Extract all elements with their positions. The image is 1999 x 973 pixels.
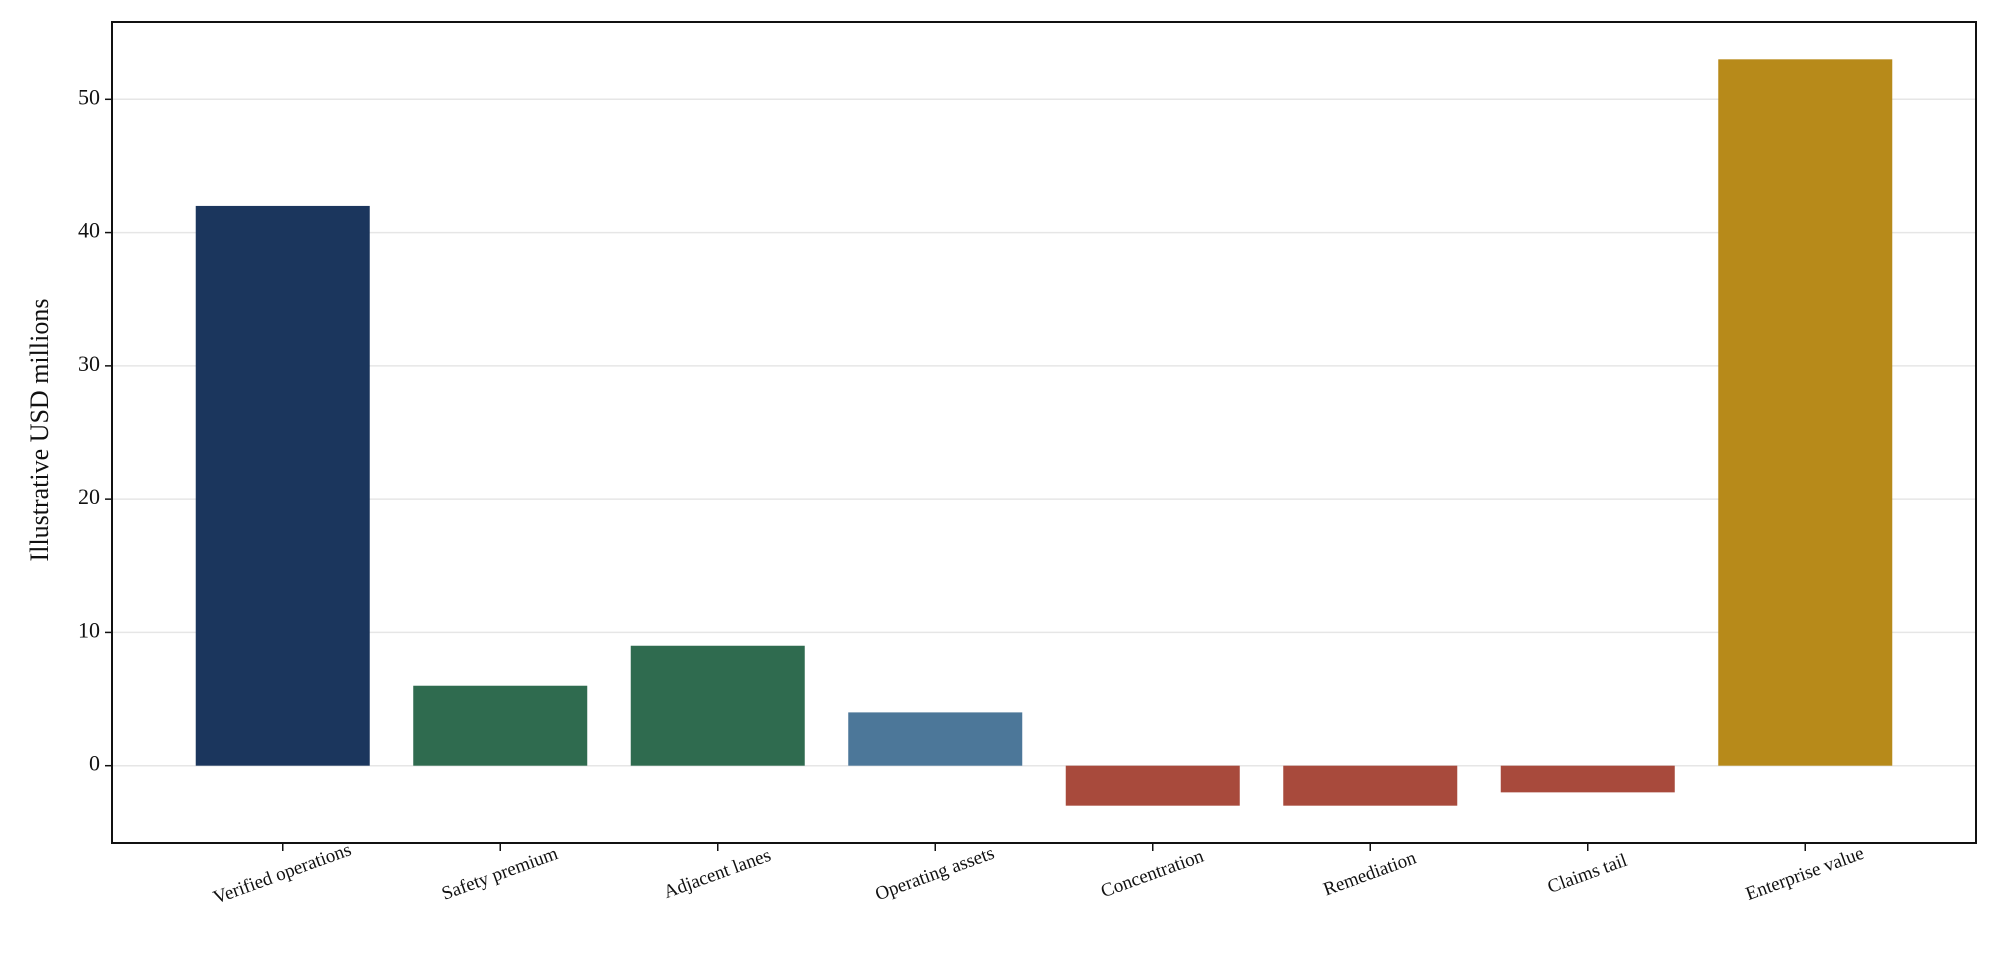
bar (1065, 765, 1240, 806)
x-tick-label: Concentration (1098, 845, 1207, 902)
y-tick-label: 20 (78, 484, 100, 509)
bar (1500, 765, 1675, 793)
x-tick-label: Claims tail (1545, 850, 1630, 898)
y-tick-label: 50 (78, 84, 100, 109)
bar (413, 685, 588, 766)
y-tick-label: 40 (78, 218, 100, 243)
x-tick-label: Safety premium (439, 843, 561, 904)
x-tick-label: Remediation (1321, 847, 1420, 900)
x-tick-label: Adjacent lanes (661, 845, 774, 903)
y-tick-label: 10 (78, 617, 100, 642)
bar (195, 205, 370, 766)
plot-frame (111, 21, 1977, 844)
bar (630, 645, 805, 766)
bar (848, 712, 1023, 766)
bar (1718, 59, 1893, 766)
y-axis-label: Illustrative USD millions (25, 299, 54, 562)
x-tick-label: Operating assets (873, 843, 998, 906)
x-tick-label: Enterprise value (1743, 843, 1867, 905)
bar (1283, 765, 1458, 806)
y-tick-label: 30 (78, 351, 100, 376)
y-tick-label: 0 (89, 751, 100, 776)
